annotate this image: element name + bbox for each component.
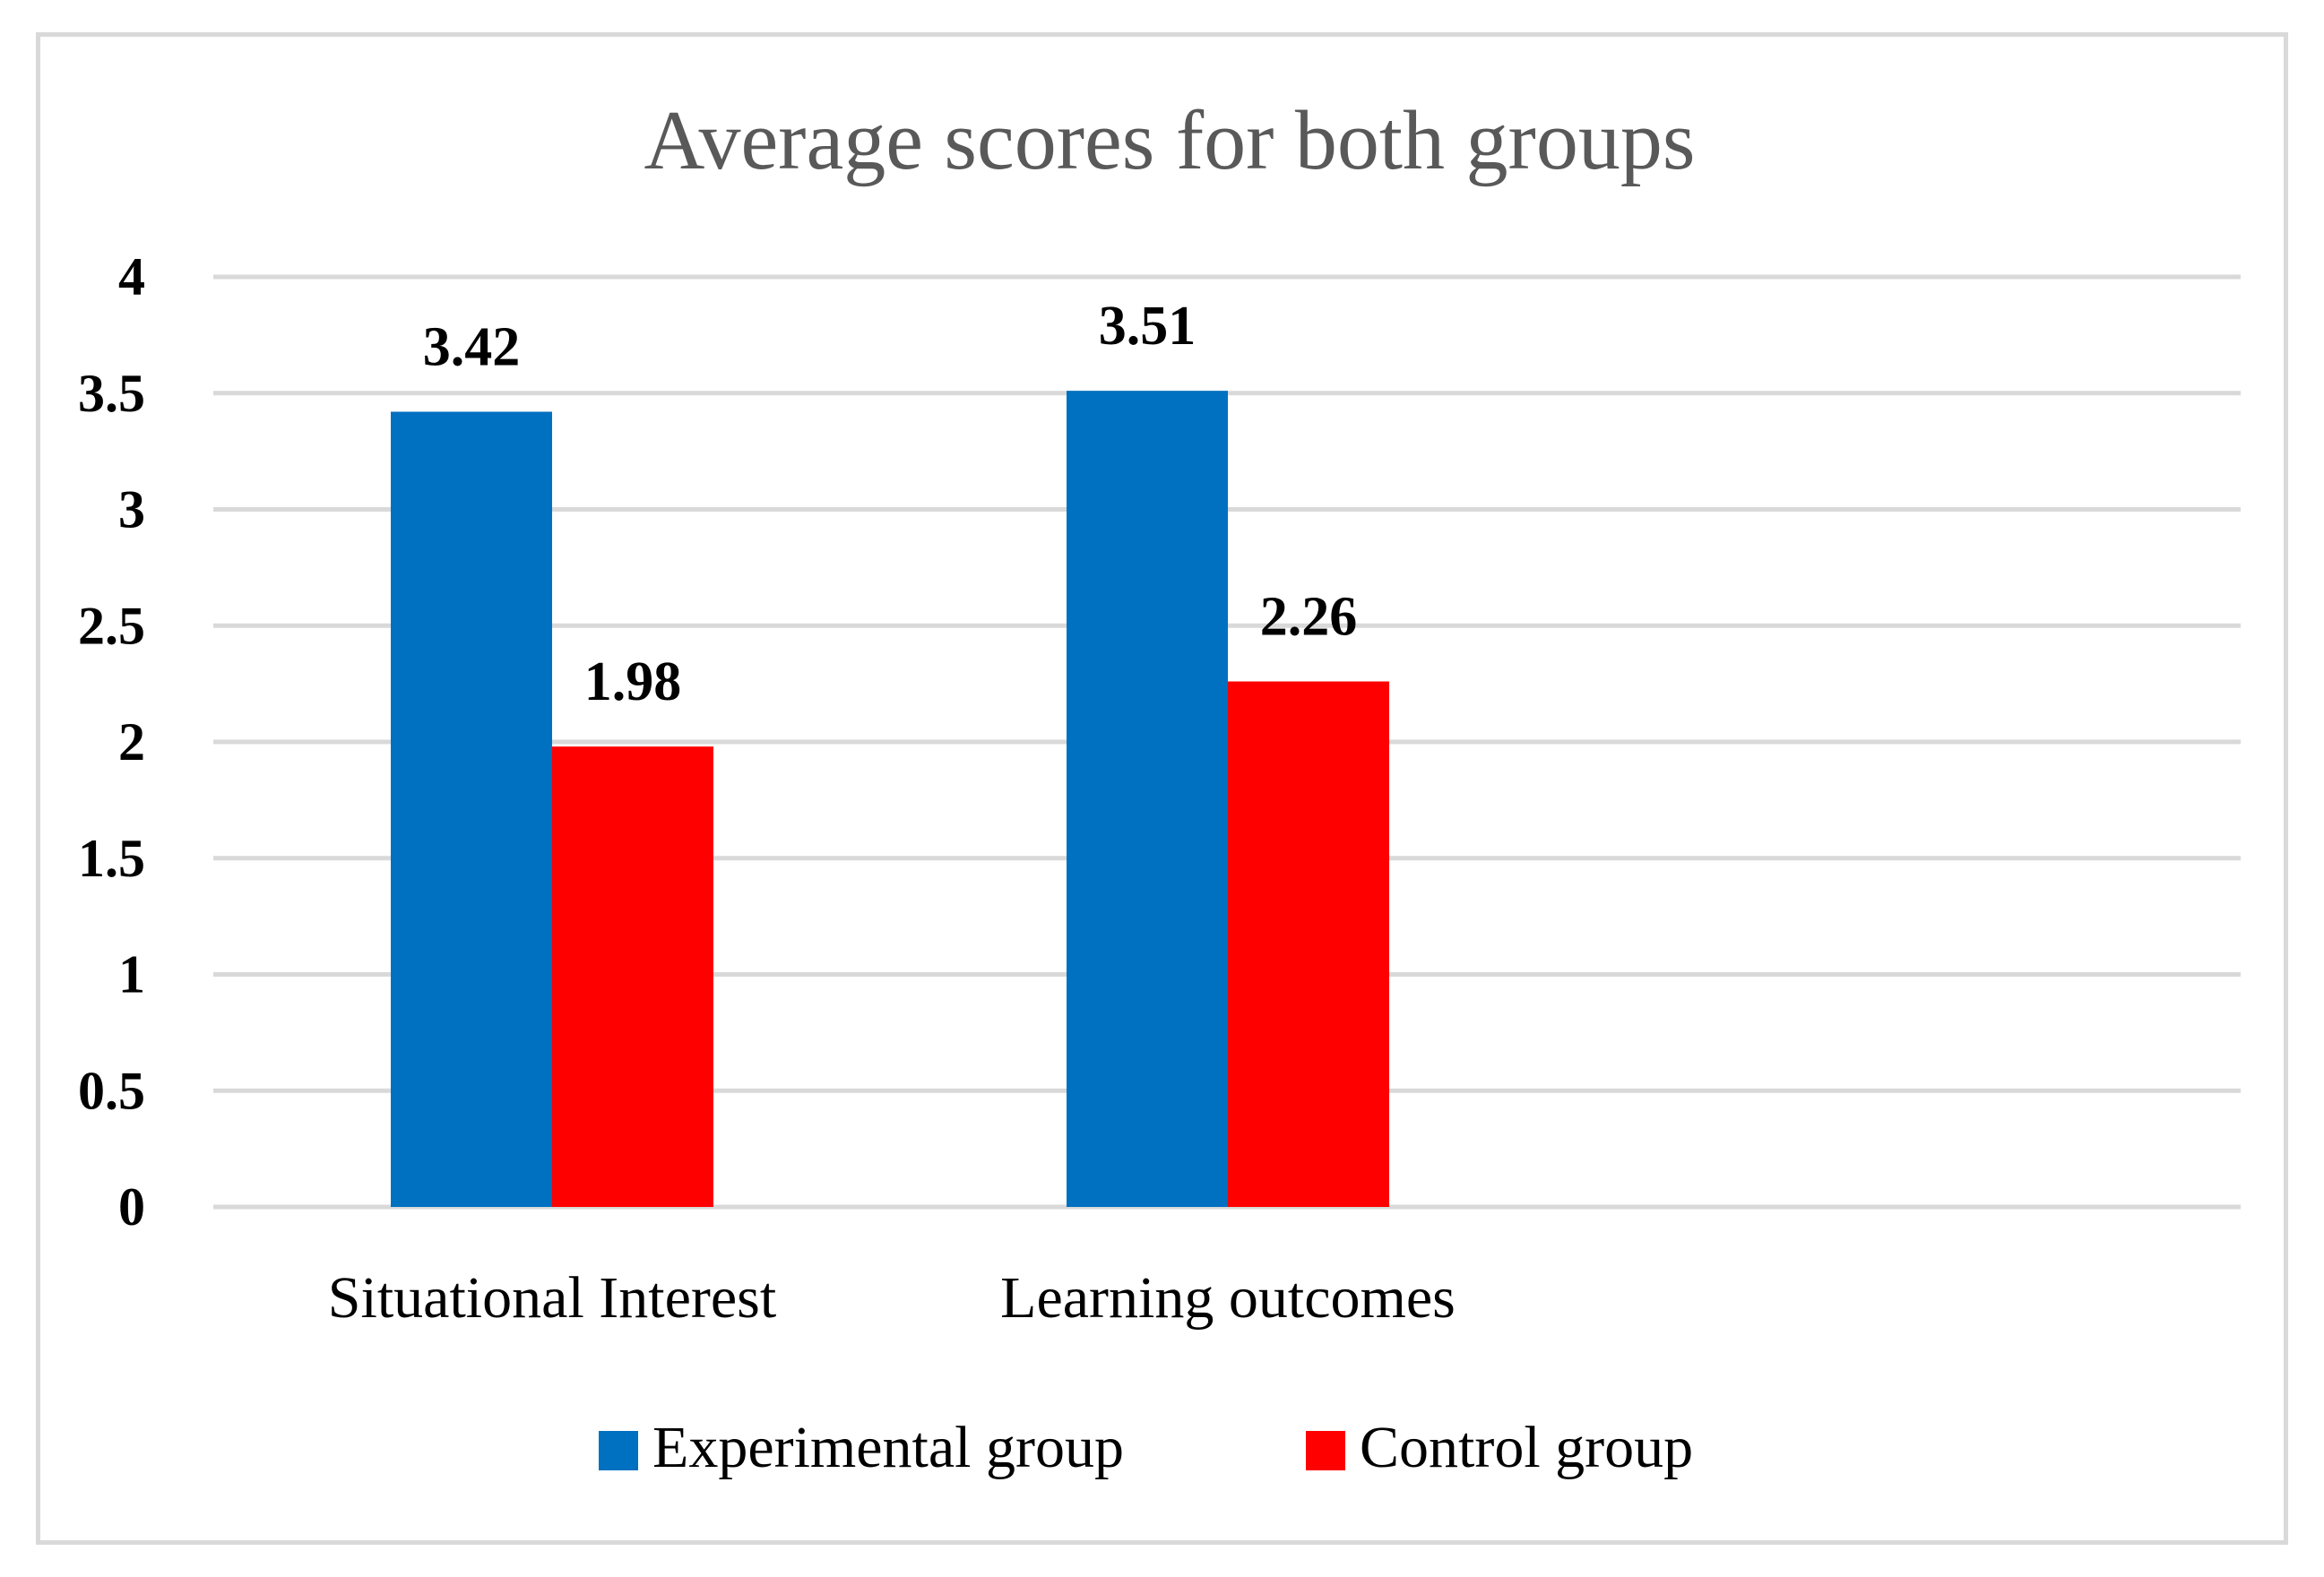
bars	[391, 391, 1389, 1207]
y-tick-label: 0	[118, 1177, 145, 1237]
legend-label: Experimental group	[652, 1415, 1124, 1480]
bar-control-0	[552, 746, 713, 1207]
y-tick-label: 4	[118, 247, 145, 306]
y-tick-label: 2	[118, 712, 145, 771]
y-tick-label: 1.5	[78, 829, 145, 888]
labels: 0 0.5 1 1.5 2 2.5 3 3.5 4 3.42 1.98 Situational Int…	[78, 247, 1693, 1480]
y-tick-label: 2.5	[78, 596, 145, 655]
legend: Experimental group Control group	[599, 1415, 1693, 1480]
y-tick-label: 0.5	[78, 1061, 145, 1120]
y-tick-label: 3	[118, 480, 145, 539]
legend-swatch	[1306, 1431, 1345, 1470]
y-tick-label: 1	[118, 945, 145, 1004]
bar-control-1	[1228, 681, 1389, 1207]
x-tick-label: Learning outcomes	[1000, 1265, 1456, 1331]
y-tick-label: 3.5	[78, 364, 145, 423]
data-label: 2.26	[1260, 587, 1358, 648]
data-label: 3.42	[423, 317, 521, 378]
x-tick-label: Situational Interest	[328, 1265, 776, 1331]
legend-swatch	[599, 1431, 638, 1470]
data-label: 1.98	[584, 651, 682, 712]
bar-experimental-0	[391, 411, 552, 1207]
data-label: 3.51	[1099, 296, 1197, 357]
bar-experimental-1	[1067, 391, 1228, 1207]
chart-title: Average scores for both groups	[644, 94, 1696, 187]
legend-label: Control group	[1360, 1415, 1693, 1480]
